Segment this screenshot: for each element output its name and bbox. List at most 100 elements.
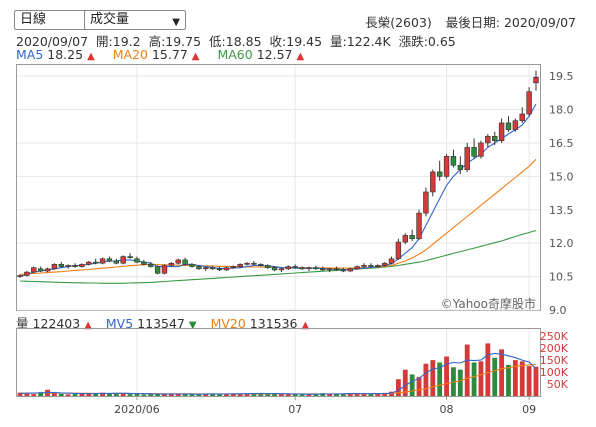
- candle-body: [423, 191, 429, 214]
- volume-bar: [100, 392, 105, 396]
- volume-bar: [244, 393, 250, 396]
- candle-body: [340, 269, 347, 272]
- candle-body: [498, 122, 505, 142]
- candle-body: [258, 264, 264, 266]
- volume-bar: [444, 356, 449, 396]
- volume-bar: [464, 344, 470, 396]
- candle-body: [161, 265, 168, 274]
- candle-body: [120, 256, 126, 264]
- candle-body: [450, 156, 457, 166]
- period-select-value: 日線: [20, 12, 47, 27]
- volume-bar: [478, 361, 484, 396]
- candle-body: [244, 262, 250, 265]
- volume-bar: [203, 393, 209, 396]
- candle-body: [395, 241, 402, 260]
- volume-bar: [492, 357, 498, 396]
- indicator-select-value: 成交量: [90, 12, 130, 27]
- volume-bar: [251, 393, 257, 396]
- volume-tick-label: 100K: [540, 366, 569, 379]
- mv20-legend-item: MV20 131536 ▲: [210, 316, 310, 331]
- candle-body: [216, 268, 223, 271]
- ma60-legend: MA60 12.57 ▲: [217, 47, 305, 62]
- volume-bar: [279, 394, 284, 396]
- x-tick-label: 09: [522, 403, 536, 416]
- candle-body: [299, 267, 305, 270]
- price-tick-label: 9.0: [549, 304, 567, 317]
- price-tick-label: 18.0: [549, 104, 574, 117]
- volume-bar: [93, 393, 99, 396]
- candle-body: [37, 268, 44, 272]
- indicator-select[interactable]: 成交量 ▼: [84, 10, 186, 30]
- volume-bar: [347, 393, 353, 396]
- volume-bar: [134, 393, 140, 396]
- candle-body: [134, 258, 140, 263]
- candle-body: [320, 268, 326, 271]
- candle-body: [154, 266, 161, 274]
- candle-body: [31, 267, 37, 273]
- volume-bar: [506, 364, 511, 396]
- volume-bar: [182, 394, 188, 396]
- volume-bar: [519, 361, 525, 396]
- volume-bar: [334, 394, 339, 396]
- volume-bar: [409, 374, 415, 396]
- volume-bar: [168, 393, 174, 396]
- candle-body: [24, 271, 30, 276]
- volume-bar: [120, 393, 126, 396]
- ohlc-change: 漲跌:0.65: [398, 34, 456, 49]
- volume-panel-border: [16, 328, 541, 397]
- volume-bar: [127, 394, 133, 396]
- volume-legend: 量 122403 ▲ MV5 113547 ▼ MV20 131536 ▲: [16, 313, 319, 332]
- volume-bar: [38, 392, 44, 396]
- up-triangle-icon: ▲: [191, 51, 200, 62]
- volume-bar: [292, 394, 298, 396]
- volume-bar: [306, 394, 312, 396]
- x-tick-label: 2020/06: [114, 403, 160, 416]
- candle-body: [526, 91, 532, 115]
- price-tick-label: 19.5: [549, 70, 574, 83]
- volume-bar: [430, 360, 436, 396]
- candle-body: [464, 147, 470, 170]
- stock-header: 長榮(2603) 最後日期: 2020/09/07: [355, 12, 576, 31]
- volume-bar: [471, 362, 477, 396]
- volume-bar: [416, 376, 422, 396]
- candle-body: [44, 268, 51, 272]
- candle-body: [230, 266, 236, 268]
- candle-body: [292, 266, 298, 268]
- ma20-legend: MA20 15.77 ▲: [112, 47, 200, 62]
- volume-bar: [368, 393, 374, 396]
- volume-bar: [24, 393, 30, 396]
- candle-body: [485, 135, 491, 144]
- ma-legend: MA5 18.25 ▲ MA20 15.77 ▲ MA60 12.57 ▲: [16, 47, 318, 62]
- volume-bar: [58, 393, 64, 396]
- volume-bar: [361, 394, 367, 396]
- volume-bar: [313, 394, 319, 396]
- candle-body: [471, 147, 477, 157]
- candle-body: [519, 113, 525, 121]
- candle-body: [436, 171, 443, 177]
- candle-body: [148, 264, 154, 267]
- candle-body: [313, 267, 319, 270]
- mv5-legend-item: MV5 113547 ▼: [105, 316, 197, 331]
- volume-bar: [51, 393, 57, 396]
- volume-bar: [299, 394, 305, 396]
- volume-bar: [423, 363, 429, 396]
- stock-name: 長榮(2603): [365, 15, 432, 30]
- volume-bar: [375, 393, 381, 396]
- candle-body: [306, 267, 312, 270]
- volume-bar: [210, 393, 216, 396]
- candle-body: [271, 267, 278, 271]
- volume-bar: [155, 394, 161, 396]
- candle-body: [196, 266, 202, 270]
- candle-body: [264, 265, 271, 268]
- price-tick-label: 12.0: [549, 237, 574, 250]
- volume-bar: [512, 360, 518, 396]
- candle-body: [58, 264, 64, 267]
- candle-body: [347, 268, 353, 272]
- candle-body: [505, 122, 512, 130]
- volume-bar: [437, 362, 443, 396]
- volume-bar: [65, 394, 71, 396]
- mv5-line: [19, 352, 537, 395]
- volume-bar: [327, 393, 333, 396]
- price-tick-label: 16.5: [549, 137, 574, 150]
